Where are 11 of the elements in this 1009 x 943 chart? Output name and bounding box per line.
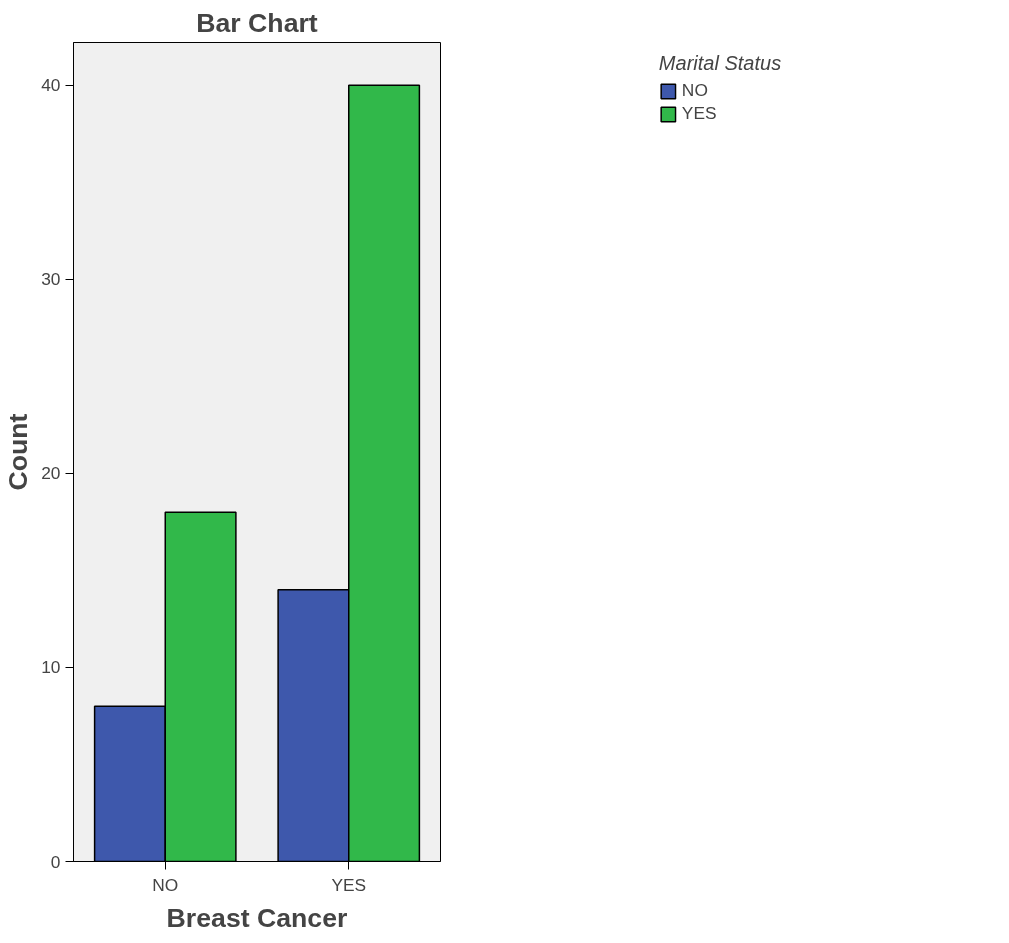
legend-label: NO bbox=[681, 80, 708, 101]
y-tick-label: 10 bbox=[41, 657, 61, 678]
chart-title: Bar Chart bbox=[196, 7, 318, 38]
y-tick-label: 40 bbox=[41, 75, 61, 96]
y-tick-label: 0 bbox=[50, 851, 61, 872]
legend-title: Marital Status bbox=[658, 52, 782, 75]
legend-label: YES bbox=[681, 103, 717, 124]
x-axis-title: Breast Cancer bbox=[166, 902, 348, 933]
y-tick-label: 20 bbox=[41, 463, 61, 484]
y-axis-title: Count bbox=[3, 413, 34, 491]
y-tick-label: 30 bbox=[41, 269, 61, 290]
